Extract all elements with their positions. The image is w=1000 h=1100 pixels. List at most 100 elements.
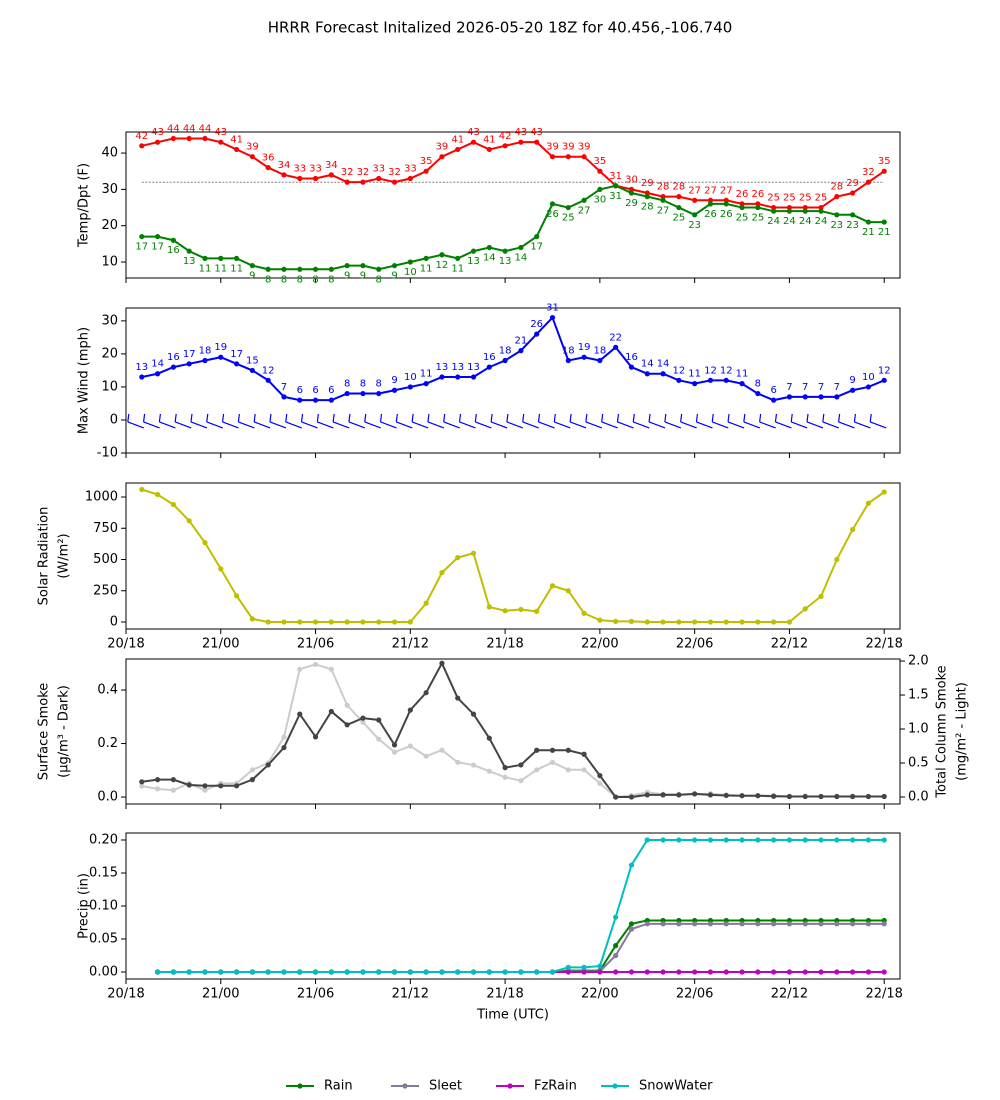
data-point [613, 618, 619, 624]
y-tick-label: 0.4 [97, 683, 118, 698]
value-label: 13 [467, 362, 480, 373]
data-point [739, 837, 745, 843]
wind-barb [332, 421, 350, 429]
value-label: 13 [467, 256, 480, 267]
data-point [423, 255, 429, 261]
x-tick-label: 22/18 [865, 987, 902, 1002]
value-label: 39 [562, 142, 575, 153]
data-point [707, 197, 714, 203]
wind-barb [743, 421, 761, 429]
data-point [549, 154, 556, 160]
wind-barb [253, 413, 256, 423]
data-point [455, 759, 461, 765]
data-point [818, 204, 824, 211]
value-label: 8 [328, 274, 334, 285]
wind-barb [506, 421, 524, 429]
value-label: 19 [214, 342, 227, 353]
wind-barb [791, 421, 808, 429]
data-point [376, 390, 382, 397]
wind-barb [490, 421, 508, 429]
wind-barb [458, 413, 462, 423]
wind-barb [633, 421, 650, 429]
data-point [660, 792, 666, 798]
data-point [771, 204, 777, 211]
data-point [865, 500, 872, 506]
value-label: 8 [281, 274, 287, 285]
data-point [218, 255, 224, 261]
value-label: 44 [167, 124, 180, 135]
value-label: 25 [562, 213, 575, 224]
data-point [818, 969, 824, 975]
y-tick-label: 0.2 [97, 736, 118, 751]
data-point [865, 179, 872, 185]
data-point [170, 364, 176, 370]
wind-barb [127, 413, 130, 423]
value-label: 14 [641, 359, 654, 370]
y-tick-label: 0.00 [89, 965, 118, 980]
data-point [613, 794, 619, 800]
value-label: 43 [214, 127, 227, 138]
value-label: 43 [151, 127, 164, 138]
data-point [597, 186, 603, 192]
wind-barb [490, 413, 493, 423]
y2-tick-label: 2.0 [908, 654, 929, 669]
wind-barb [269, 421, 287, 429]
value-label: 11 [688, 369, 701, 380]
value-label: 13 [183, 256, 196, 267]
x-tick-label: 21/06 [297, 987, 334, 1002]
y-tick-label: 0 [110, 615, 118, 630]
data-point [786, 208, 793, 214]
wind-barb [712, 421, 729, 429]
x-tick-label: 21/00 [202, 637, 239, 652]
wind-barb [300, 413, 304, 423]
value-label: 25 [736, 213, 749, 224]
value-label: 8 [376, 274, 382, 285]
data-point [723, 201, 729, 207]
data-point [755, 204, 761, 211]
value-label: 44 [199, 124, 212, 135]
data-point [360, 719, 366, 725]
value-label: 24 [799, 216, 812, 227]
wind-barb [822, 421, 840, 429]
data-point [534, 608, 540, 614]
data-point [786, 969, 793, 975]
wind-barb [648, 413, 651, 423]
data-point [660, 969, 666, 975]
value-label: 42 [499, 131, 512, 142]
data-point [154, 969, 161, 975]
value-label: 27 [578, 205, 591, 216]
data-point [565, 154, 571, 160]
data-point [850, 387, 856, 393]
data-point [771, 208, 777, 214]
data-point [281, 969, 287, 975]
data-point [407, 743, 413, 749]
value-label: 11 [199, 263, 212, 274]
wind-barb [569, 413, 572, 423]
x-axis-label: Time (UTC) [476, 1008, 549, 1023]
data-point [549, 969, 556, 975]
wind-barb [648, 421, 666, 429]
value-label: 13 [436, 362, 449, 373]
y-tick-label: 0.05 [89, 932, 118, 947]
data-point [486, 604, 492, 610]
data-point [834, 212, 840, 218]
data-point [439, 660, 445, 666]
y-tick-label: 500 [93, 552, 118, 567]
wind-barb [585, 413, 588, 423]
data-point [613, 344, 619, 350]
y-tick-label: 0.20 [89, 832, 118, 847]
value-label: 41 [230, 134, 243, 145]
legend-label: SnowWater [639, 1079, 713, 1094]
data-point [502, 143, 508, 149]
data-point [834, 921, 840, 927]
value-label: 12 [878, 365, 891, 376]
data-point [881, 837, 887, 843]
figure-title: HRRR Forecast Initalized 2026-05-20 18Z … [268, 19, 733, 37]
value-label: 26 [720, 209, 733, 220]
wind-barb [743, 413, 746, 423]
data-point [786, 619, 793, 625]
axis-label: Total Column Smoke [935, 665, 950, 798]
x-tick-label: 20/18 [107, 637, 144, 652]
axis-label: Max Wind (mph) [77, 327, 92, 434]
data-point [154, 491, 161, 498]
